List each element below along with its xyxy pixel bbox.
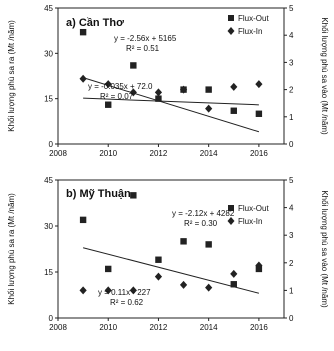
- data-point-flux-out: [230, 107, 237, 114]
- plot-frame: [57, 7, 285, 145]
- data-point-flux-out: [230, 281, 237, 288]
- x-tick-label: 2012: [150, 323, 168, 332]
- legend-label-flux-out: Flux-Out: [238, 14, 269, 23]
- y-right-tick-label: 3: [289, 231, 294, 240]
- data-point-flux-in: [129, 286, 137, 295]
- y-right-tick-label: 4: [289, 31, 294, 40]
- x-tick-label: 2016: [250, 323, 268, 332]
- data-point-flux-out: [155, 256, 162, 263]
- plot-frame: [57, 179, 285, 319]
- data-point-flux-in: [104, 286, 112, 295]
- trendline-equation: y = 0.11x - 227: [98, 288, 151, 297]
- data-point-flux-out: [130, 192, 137, 199]
- x-tick-label: 2008: [49, 323, 67, 332]
- data-point-flux-out: [205, 86, 212, 93]
- x-tick-label: 2016: [250, 149, 268, 158]
- panel-title: a) Cần Thơ: [66, 17, 124, 29]
- y-left-axis-title: Khối lượng phù sa ra (Mt /năm): [7, 20, 16, 132]
- y-left-axis-title: Khối lượng phù sa ra (Mt /năm): [7, 193, 16, 305]
- y-right-tick-label: 2: [289, 86, 294, 95]
- y-right-tick-label: 5: [289, 4, 294, 13]
- trendline-equation: y = -2.12x + 4282: [172, 209, 235, 218]
- trendline-flux-out: [82, 247, 260, 294]
- y-left-tick-label: 0: [49, 314, 54, 323]
- y-right-tick-label: 1: [289, 113, 294, 122]
- data-point-flux-in: [154, 272, 163, 281]
- data-point-flux-out: [180, 238, 187, 245]
- data-point-flux-in: [79, 74, 87, 83]
- data-point-flux-out: [105, 265, 112, 273]
- legend-marker-flux-in: [227, 27, 235, 35]
- data-point-flux-in: [154, 88, 163, 97]
- data-point-flux-in: [129, 88, 137, 97]
- legend-label-flux-in: Flux-In: [238, 27, 262, 36]
- data-point-flux-in: [255, 261, 263, 270]
- data-point-flux-in: [179, 85, 188, 94]
- data-point-flux-in: [230, 82, 238, 91]
- y-right-tick-label: 0: [289, 140, 294, 149]
- data-point-flux-in: [230, 269, 238, 278]
- data-point-flux-out: [105, 101, 112, 108]
- y-right-tick-label: 5: [289, 176, 294, 185]
- x-tick-label: 2012: [150, 149, 168, 158]
- y-left-tick-label: 15: [44, 95, 53, 104]
- x-tick-label: 2010: [99, 149, 117, 158]
- data-point-flux-out: [255, 110, 263, 117]
- data-point-flux-in: [179, 280, 188, 289]
- y-left-tick-label: 45: [44, 4, 53, 13]
- legend-marker-flux-out: [228, 15, 234, 21]
- data-point-flux-out: [79, 216, 87, 224]
- data-point-flux-in: [79, 286, 87, 295]
- y-left-tick-label: 30: [44, 222, 53, 231]
- y-right-axis-title: Khối lượng phù sa vào (Mt /năm): [320, 17, 329, 135]
- data-point-flux-out: [155, 95, 162, 102]
- y-right-tick-label: 0: [289, 314, 294, 323]
- trendline-r2: R² = 0.51: [126, 44, 160, 53]
- legend-label-flux-out: Flux-Out: [238, 204, 269, 213]
- y-right-tick-label: 4: [289, 204, 294, 213]
- data-point-flux-in: [104, 80, 112, 89]
- trendline-r2: R² = 0.30: [184, 219, 218, 228]
- data-point-flux-in: [205, 283, 213, 292]
- y-right-tick-label: 2: [289, 259, 294, 268]
- y-right-tick-label: 3: [289, 58, 294, 67]
- y-left-tick-label: 15: [44, 268, 53, 277]
- y-left-tick-label: 45: [44, 176, 53, 185]
- trendline-equation: y = -0.035x + 72.0: [88, 82, 153, 91]
- legend-marker-flux-in: [227, 217, 235, 225]
- trendline-flux-out: [82, 77, 260, 133]
- legend-marker-flux-out: [228, 205, 234, 211]
- legend-label-flux-in: Flux-In: [238, 217, 262, 226]
- y-right-axis-title: Khối lượng phù sa vào (Mt /năm): [320, 190, 329, 308]
- x-tick-label: 2008: [49, 149, 67, 158]
- data-point-flux-in: [255, 80, 263, 89]
- y-right-tick-label: 1: [289, 286, 294, 295]
- data-point-flux-out: [205, 241, 212, 248]
- x-tick-label: 2014: [200, 149, 218, 158]
- y-left-tick-label: 30: [44, 49, 53, 58]
- panel-title: b) Mỹ Thuận: [66, 188, 131, 200]
- trendline-r2: R² = 0.07: [100, 92, 134, 101]
- trendline-equation: y = -2.56x + 5165: [114, 34, 177, 43]
- x-tick-label: 2010: [99, 323, 117, 332]
- trendline-r2: R² = 0.62: [110, 298, 144, 307]
- trendline-flux-in: [83, 97, 259, 106]
- data-point-flux-in: [205, 104, 213, 113]
- x-tick-label: 2014: [200, 323, 218, 332]
- data-point-flux-out: [130, 62, 137, 69]
- y-left-tick-label: 0: [49, 140, 54, 149]
- data-point-flux-out: [79, 28, 87, 36]
